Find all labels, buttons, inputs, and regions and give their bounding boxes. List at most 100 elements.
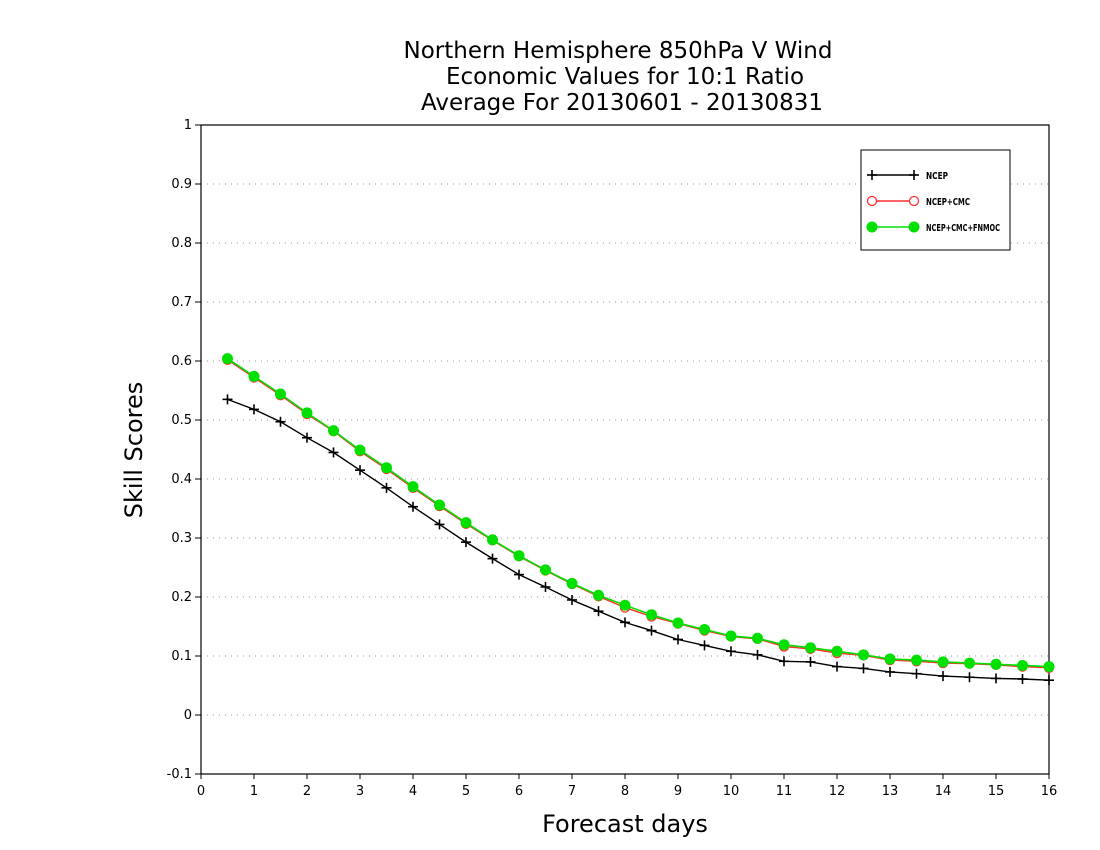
legend: NCEP NCEP+CMC NCEP+CMC+FNMOC [860, 149, 1011, 251]
data-point [1043, 661, 1055, 673]
data-point [725, 630, 737, 642]
data-point [275, 388, 286, 400]
x-tick-label: 3 [356, 784, 364, 799]
data-point [646, 609, 657, 621]
title-line-1: Northern Hemisphere 850hPa V Wind [404, 38, 833, 64]
data-point [699, 623, 710, 635]
x-tick-label: 2 [303, 784, 311, 799]
legend-box [860, 149, 1011, 251]
data-point [407, 481, 419, 493]
y-axis-ticks: -0.1 0 0.1 0.2 0.3 0.4 0.5 0.6 0.7 0.8 0.9 1 [167, 118, 201, 782]
data-point [354, 444, 366, 456]
data-point [778, 639, 790, 651]
data-point [832, 661, 842, 672]
x-tick-label: 5 [462, 784, 470, 799]
y-tick-label: 0.4 [171, 472, 192, 487]
data-point [673, 634, 683, 645]
data-point [513, 550, 525, 562]
data-point [1017, 674, 1028, 685]
series-2 [222, 354, 1055, 673]
x-tick-label: 14 [935, 784, 952, 799]
series-layer [222, 353, 1055, 686]
data-point [275, 416, 286, 427]
data-point [938, 671, 948, 682]
data-point [355, 465, 365, 476]
x-tick-label: 12 [829, 784, 846, 799]
data-point [884, 653, 896, 665]
data-point [1017, 659, 1028, 671]
y-tick-label: 0.3 [171, 531, 192, 546]
x-tick-label: 9 [674, 784, 682, 799]
data-point [990, 658, 1002, 670]
series-3 [222, 353, 1055, 673]
y-tick-label: 0.9 [171, 177, 192, 192]
data-point [1044, 675, 1054, 686]
y-tick-label: 0.5 [171, 413, 192, 428]
y-tick-label: -0.1 [167, 767, 192, 782]
data-point [487, 553, 498, 564]
x-tick-label: 4 [409, 784, 417, 799]
series-line [227, 398, 1050, 681]
legend-marker [866, 195, 878, 207]
data-point [858, 649, 869, 661]
data-point [752, 632, 763, 644]
series-line [227, 359, 1050, 669]
data-point [381, 482, 392, 493]
data-point [620, 617, 630, 628]
data-point [805, 656, 816, 667]
x-tick-label: 7 [568, 784, 576, 799]
data-point [752, 649, 763, 660]
legend-entry: NCEP+CMC [866, 195, 970, 208]
x-tick-label: 15 [988, 784, 1005, 799]
legend-marker [908, 221, 920, 233]
data-point [408, 501, 418, 512]
legend-label: NCEP+CMC+FNMOC [926, 223, 1000, 234]
x-tick-label: 1 [250, 784, 258, 799]
data-point [911, 654, 922, 666]
data-point [222, 353, 233, 365]
data-point [911, 668, 922, 679]
y-axis-label: Skill Scores [120, 382, 148, 519]
data-point [434, 519, 445, 530]
data-point [593, 606, 604, 617]
chart-title: Northern Hemisphere 850hPa V Wind Econom… [404, 38, 833, 116]
x-tick-label: 11 [776, 784, 793, 799]
data-point [937, 656, 949, 668]
legend-marker [867, 170, 877, 180]
data-point [514, 569, 524, 580]
legend-label: NCEP [926, 171, 948, 182]
data-point [249, 404, 259, 415]
x-axis-label: Forecast days [542, 810, 708, 838]
x-tick-label: 13 [882, 784, 899, 799]
x-tick-label: 0 [197, 784, 205, 799]
data-point [699, 640, 710, 651]
y-tick-label: 0.1 [171, 649, 192, 664]
y-tick-label: 1 [184, 118, 192, 133]
data-point [593, 589, 604, 601]
data-point [991, 673, 1001, 684]
data-point [858, 663, 869, 674]
series-1 [222, 394, 1054, 686]
legend-marker [908, 195, 920, 207]
data-point [540, 564, 551, 576]
data-point [672, 617, 684, 629]
data-point [301, 407, 313, 419]
legend-entry: NCEP+CMC+FNMOC [866, 221, 1000, 234]
data-point [248, 370, 260, 382]
data-point [381, 462, 392, 474]
data-point [540, 581, 551, 592]
x-tick-label: 10 [723, 784, 740, 799]
data-point [619, 599, 631, 611]
data-point [567, 594, 577, 605]
y-tick-label: 0.6 [171, 354, 192, 369]
legend-label: NCEP+CMC [926, 197, 970, 208]
data-point [726, 646, 736, 657]
data-point [885, 666, 895, 677]
data-point [222, 394, 233, 405]
data-point [646, 625, 657, 636]
y-tick-label: 0 [184, 708, 192, 723]
data-point [779, 656, 789, 667]
data-point [487, 534, 498, 546]
data-point [964, 672, 975, 683]
